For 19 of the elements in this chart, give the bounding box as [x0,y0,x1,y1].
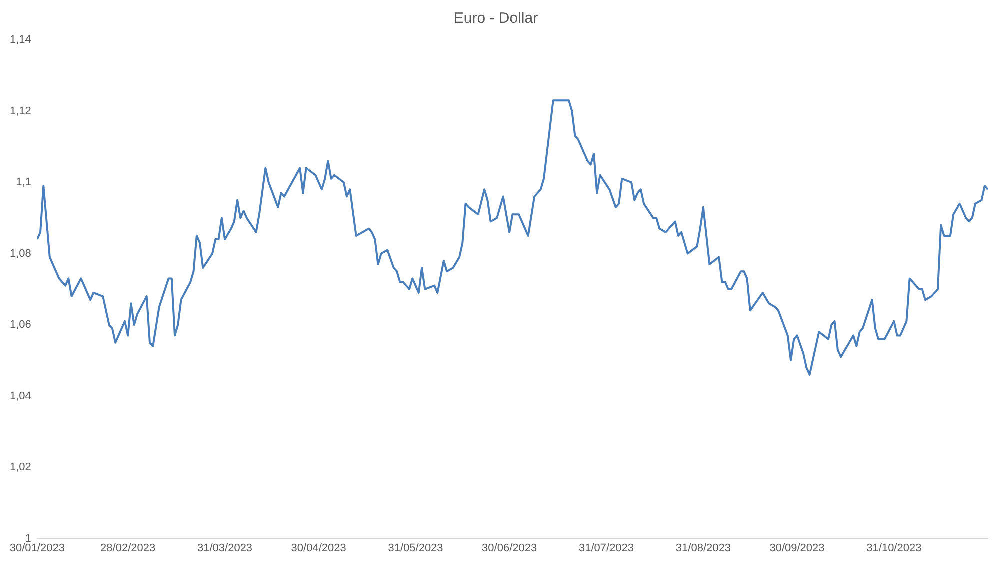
y-tick-label: 1,12 [10,105,32,118]
y-tick-label: 1,06 [10,319,32,332]
chart-title: Euro - Dollar [454,10,538,28]
x-tick-label: 31/08/2023 [676,542,731,554]
y-tick-label: 1,14 [10,34,32,46]
x-tick-label: 31/07/2023 [578,542,634,554]
x-tick-label: 31/05/2023 [388,542,444,554]
y-tick-label: 1,04 [10,390,32,402]
y-tick-label: 1,1 [16,176,32,189]
x-tick-label: 30/01/2023 [10,542,65,554]
x-tick-label: 31/10/2023 [866,542,922,554]
x-tick-label: 30/06/2023 [482,542,538,554]
y-tick-label: 1 [25,532,32,545]
x-tick-label: 30/04/2023 [291,542,346,554]
x-tick-label: 28/02/2023 [100,542,156,554]
x-tick-label: 30/09/2023 [770,542,825,554]
x-tick-label: 31/03/2023 [197,542,253,554]
y-tick-label: 1,08 [10,248,32,260]
y-tick-label: 1,02 [10,462,32,474]
